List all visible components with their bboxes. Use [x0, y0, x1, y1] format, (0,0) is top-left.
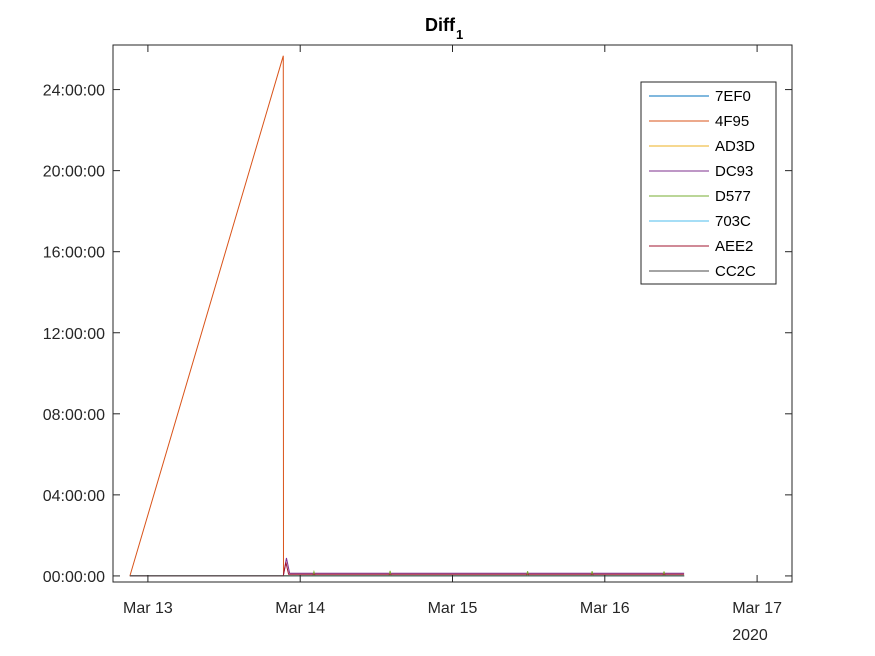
x-axis-year-label: 2020	[732, 627, 768, 644]
legend-label-703c: 703C	[715, 213, 751, 230]
x-tick-label: Mar 13	[123, 600, 173, 617]
legend-box	[640, 81, 777, 285]
x-tick-label: Mar 17	[732, 600, 782, 617]
y-axis: 00:00:00 04:00:00 08:00:00 12:00:00 16:00:00…	[43, 83, 792, 586]
legend-label-7ef0: 7EF0	[715, 88, 751, 105]
y-tick-label: 00:00:00	[43, 569, 105, 586]
y-tick-label: 04:00:00	[43, 488, 105, 505]
y-tick-label: 08:00:00	[43, 407, 105, 424]
y-tick-label: 16:00:00	[43, 245, 105, 262]
legend-label-aee2: AEE2	[715, 238, 753, 255]
y-tick-label: 12:00:00	[43, 326, 105, 343]
y-tick-label: 24:00:00	[43, 83, 105, 100]
y-tick-label: 20:00:00	[43, 164, 105, 181]
legend-label-ad3d: AD3D	[715, 138, 755, 155]
x-axis: Mar 13 Mar 14 Mar 15 Mar 16 Mar 17	[123, 45, 782, 617]
x-tick-label: Mar 15	[428, 600, 478, 617]
chart-title: Diff	[425, 15, 456, 35]
legend-label-4f95: 4F95	[715, 113, 749, 130]
x-tick-label: Mar 14	[275, 600, 325, 617]
legend-label-dc93: DC93	[715, 163, 753, 180]
x-tick-label: Mar 16	[580, 600, 630, 617]
chart-title-subscript: 1	[456, 27, 463, 42]
legend-label-d577: D577	[715, 188, 751, 205]
legend-label-cc2c: CC2C	[715, 263, 756, 280]
legend: 7EF0 4F95 AD3D DC93 D577 703C AEE2 CC2C	[640, 81, 777, 285]
